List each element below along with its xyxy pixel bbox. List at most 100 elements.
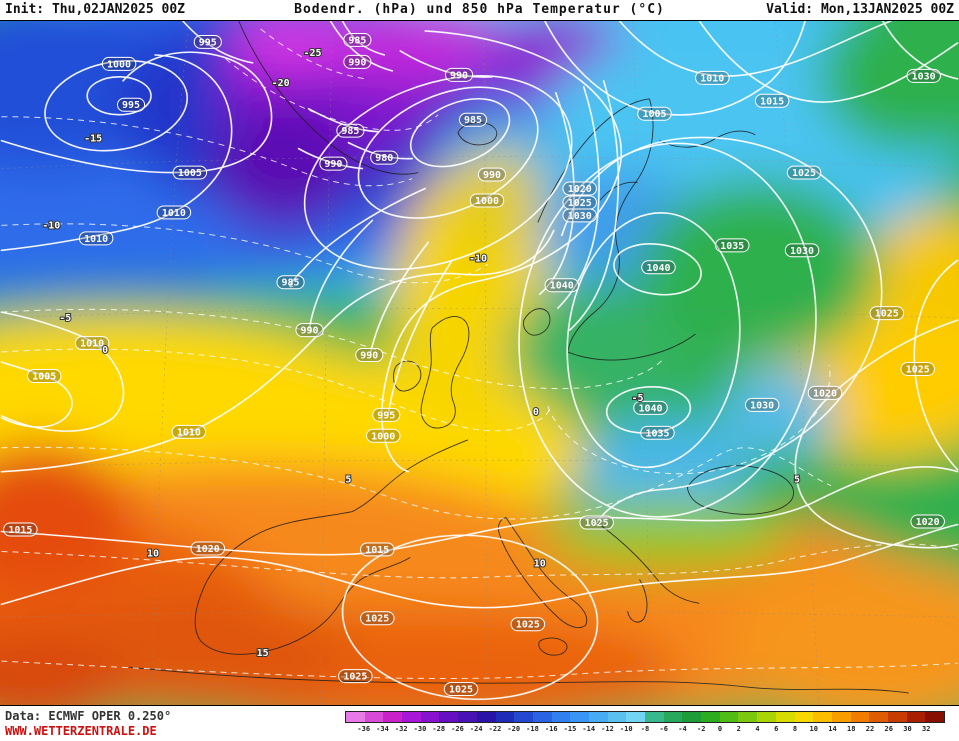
svg-text:1025: 1025: [568, 198, 592, 209]
legend-color-cell: [738, 712, 758, 722]
legend-tick: 4: [755, 725, 760, 733]
legend-color-cell: [383, 712, 403, 722]
legend-tick: -24: [469, 725, 483, 733]
isobar-label: 1015: [754, 93, 790, 108]
temperature-contours: [1, 28, 958, 680]
isobar-label: 985: [276, 275, 305, 290]
svg-text:1015: 1015: [760, 96, 784, 107]
svg-text:1030: 1030: [568, 211, 592, 222]
legend-tick: -15: [563, 725, 577, 733]
weather-map-canvas: 1000 995 1005 1010 1010 1010 1005 1010 1015 1020 9…: [0, 20, 959, 706]
isobar-label: 1010: [74, 336, 110, 351]
svg-text:1030: 1030: [750, 400, 774, 411]
svg-text:1040: 1040: [638, 403, 662, 414]
svg-text:985: 985: [464, 115, 482, 126]
legend-color-cell: [925, 712, 944, 722]
isobar-labels: 1000995100510101010101010051010101510209…: [3, 32, 945, 697]
svg-text:1035: 1035: [720, 241, 744, 252]
svg-text:1010: 1010: [177, 427, 201, 438]
temperature-label: -5: [59, 313, 71, 324]
isobar-label: 990: [295, 323, 324, 338]
svg-text:990: 990: [300, 326, 318, 337]
isobar-label: 1010: [78, 231, 114, 246]
svg-text:1025: 1025: [875, 309, 899, 320]
legend-tick: 6: [774, 725, 779, 733]
legend-color-cell: [346, 712, 365, 722]
legend-color-cell: [439, 712, 459, 722]
isobar-label: 985: [336, 123, 365, 138]
isobar-label: 1000: [366, 428, 401, 443]
website-label: WWW.WETTERZENTRALE.DE: [5, 724, 157, 738]
svg-text:1015: 1015: [365, 545, 389, 556]
legend-tick: -22: [488, 725, 502, 733]
legend-tick: -6: [659, 725, 668, 733]
legend-tick: -18: [526, 725, 539, 733]
legend-color-cell: [701, 712, 720, 722]
legend-color-cell: [757, 712, 776, 722]
isobar-label: 1035: [715, 238, 750, 253]
svg-text:1005: 1005: [178, 168, 202, 179]
svg-text:1035: 1035: [645, 428, 669, 439]
isobar-label: 1020: [562, 181, 597, 196]
legend-tick: -14: [582, 725, 596, 733]
legend-color-cell: [719, 712, 739, 722]
temperature-label: 0: [102, 345, 108, 356]
map-title: Bodendr. (hPa) und 850 hPa Temperatur (°…: [294, 2, 665, 17]
legend-tick: 10: [809, 725, 818, 733]
isobar-label: 1040: [544, 278, 580, 293]
legend-color-bar: [345, 711, 945, 723]
legend-color-cell: [495, 712, 515, 722]
temperature-label: 5: [794, 475, 800, 486]
legend-tick: 0: [717, 725, 723, 733]
legend-tick: 18: [847, 725, 856, 733]
svg-text:985: 985: [341, 126, 359, 137]
svg-text:1010: 1010: [80, 339, 104, 350]
svg-text:995: 995: [199, 37, 217, 48]
legend-color-cell: [869, 712, 888, 722]
isobar-label: 1030: [906, 68, 941, 83]
legend-color-cell: [794, 712, 814, 722]
svg-text:1000: 1000: [371, 431, 395, 442]
legend-tick: 30: [903, 725, 912, 733]
legend-color-cell: [607, 712, 627, 722]
legend-tick: -36: [357, 725, 371, 733]
legend-tick: -2: [697, 725, 706, 733]
data-source-label: Data: ECMWF OPER 0.250°: [5, 709, 172, 723]
svg-text:990: 990: [360, 351, 378, 362]
isobar-label: 1025: [579, 515, 614, 530]
svg-text:1040: 1040: [550, 281, 574, 292]
isobar-label: 1000: [101, 56, 137, 71]
svg-text:1020: 1020: [196, 544, 220, 555]
coastlines: [128, 21, 909, 694]
legend-color-cell: [850, 712, 870, 722]
legend-tick: -28: [432, 725, 446, 733]
legend-tick: -16: [544, 725, 558, 733]
legend-color-cell: [570, 712, 589, 722]
svg-text:1025: 1025: [585, 518, 609, 529]
isobar-label: 1025: [338, 669, 373, 684]
legend-tick: 14: [828, 725, 837, 733]
isobar-label: 1005: [27, 368, 62, 383]
svg-text:1025: 1025: [365, 614, 389, 625]
isobar-label: 1025: [869, 306, 905, 321]
isobar-label: 1025: [786, 165, 822, 180]
legend-tick: 8: [792, 725, 798, 733]
svg-text:990: 990: [348, 57, 366, 68]
svg-text:985: 985: [282, 278, 300, 289]
isobar-label: 995: [193, 34, 222, 49]
isobar-label: 980: [370, 150, 399, 165]
temperature-label: -20: [272, 78, 290, 89]
temperature-legend: -36 -34 -32 -30 -28 -26 -24 -22 -20 -18 -16 -15 -14-…: [345, 711, 945, 739]
svg-text:1005: 1005: [642, 109, 666, 120]
legend-color-cell: [551, 712, 571, 722]
legend-color-cell: [813, 712, 832, 722]
legend-color-cell: [476, 712, 496, 722]
temperature-label: -5: [632, 393, 644, 404]
svg-text:1030: 1030: [912, 71, 936, 82]
svg-text:1005: 1005: [32, 371, 56, 382]
legend-color-cell: [588, 712, 608, 722]
svg-text:1010: 1010: [84, 234, 108, 245]
svg-text:980: 980: [375, 153, 393, 164]
temperature-label: -25: [303, 48, 321, 59]
